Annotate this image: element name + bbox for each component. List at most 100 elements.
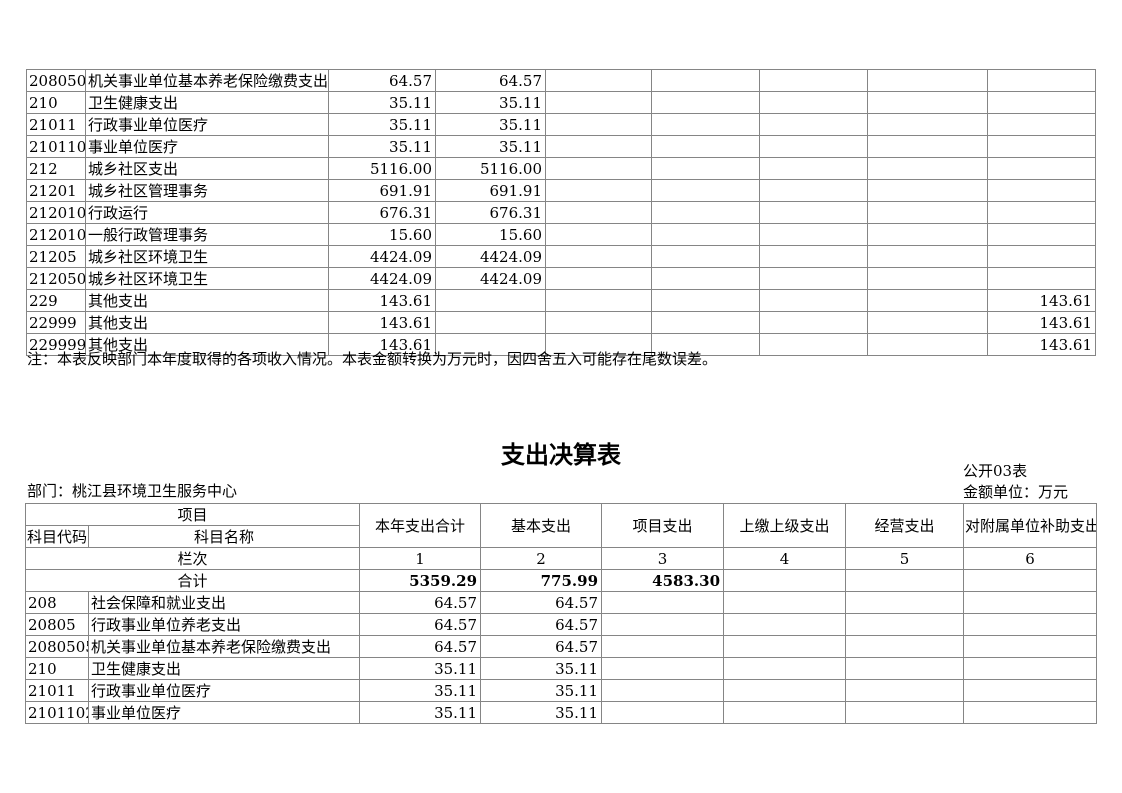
subject-name-cell: 社会保障和就业支出 [87,591,361,614]
amount-cell [867,135,988,158]
amount-cell [845,701,965,724]
amount-cell: 35.11 [359,679,482,702]
header-subject-code: 科目代码 [25,525,89,548]
amount-cell [601,701,725,724]
amount-cell [759,289,868,312]
amount-cell [601,679,725,702]
subject-name-cell: 事业单位医疗 [85,135,329,158]
colindex-cell: 6 [963,547,1098,570]
subject-name-cell: 行政运行 [85,201,329,224]
subject-name-cell: 机关事业单位基本养老保险缴费支出 [87,635,361,658]
note-text: 注：本表反映部门本年度取得的各项收入情况。本表金额转换为万元时，因四舍五入可能存… [27,350,718,368]
table-row: 21205 城乡社区环境卫生 4424.09 4424.09 [26,245,1096,268]
subject-name-cell: 卫生健康支出 [87,657,361,680]
amount-cell [867,179,988,202]
amount-cell [867,223,988,246]
amount-cell: 5116.00 [328,157,436,180]
total-amount-cell [963,569,1098,592]
amount-cell [601,657,725,680]
subject-name-cell: 一般行政管理事务 [85,223,329,246]
amount-cell [759,245,868,268]
table-row: 22999 其他支出 143.61 143.61 [26,311,1096,334]
amount-cell: 143.61 [328,333,436,356]
amount-cell: 35.11 [480,679,603,702]
amount-cell [545,157,652,180]
total-label-cell: 合计 [24,569,361,592]
subject-name-cell: 行政事业单位医疗 [87,679,361,702]
amount-cell [987,113,1096,136]
amount-cell [987,91,1096,114]
amount-cell [723,701,847,724]
amount-cell: 64.57 [435,69,546,92]
header-subject-name: 科目名称 [87,525,361,548]
subject-name-cell: 城乡社区支出 [85,157,329,180]
subject-code-cell: 208 [25,591,89,614]
amount-cell: 143.61 [328,311,436,334]
expense-table: 项目 本年支出合计 基本支出 项目支出 上缴上级支出 经营支出 对附属单位补助支… [24,503,1098,724]
subject-name-cell: 城乡社区管理事务 [85,179,329,202]
column-index-row: 栏次 1 2 3 4 5 6 [24,547,1098,570]
amount-cell [545,69,652,92]
amount-cell [545,289,652,312]
subject-code-cell: 210 [26,91,86,114]
subject-name-cell: 行政事业单位医疗 [85,113,329,136]
amount-cell [651,223,760,246]
header-operating-expense: 经营支出 [845,503,965,548]
subject-code-cell: 22999 [26,311,86,334]
header-basic-expense: 基本支出 [480,503,603,548]
table-row: 21011 行政事业单位医疗 35.11 35.11 [26,113,1096,136]
amount-cell [963,591,1098,614]
amount-cell: 15.60 [328,223,436,246]
amount-cell [759,267,868,290]
amount-cell [867,245,988,268]
table-row: 210 卫生健康支出 35.11 35.11 [26,91,1096,114]
page-title: 支出决算表 [501,440,621,469]
colindex-cell: 1 [359,547,482,570]
amount-cell [867,157,988,180]
table-code-label: 公开03表 [963,462,1028,480]
subject-code-cell: 229 [26,289,86,312]
amount-cell: 64.57 [328,69,436,92]
amount-cell: 35.11 [359,657,482,680]
amount-cell [545,245,652,268]
amount-cell: 143.61 [328,289,436,312]
amount-cell [601,635,725,658]
amount-cell [723,635,847,658]
subject-name-cell: 事业单位医疗 [87,701,361,724]
amount-cell: 691.91 [328,179,436,202]
colindex-cell: 4 [723,547,847,570]
amount-cell: 676.31 [435,201,546,224]
subject-code-cell: 2120102 [26,223,86,246]
amount-cell [867,91,988,114]
amount-cell [601,613,725,636]
amount-cell [845,613,965,636]
amount-cell [723,613,847,636]
subject-code-cell: 2101102 [26,135,86,158]
amount-cell [759,91,868,114]
total-amount-cell [845,569,965,592]
amount-cell [987,245,1096,268]
amount-cell [987,223,1096,246]
amount-cell [651,91,760,114]
table-row: 210 卫生健康支出 35.11 35.11 [25,657,1098,680]
amount-cell: 64.57 [359,613,482,636]
amount-cell [867,267,988,290]
amount-cell [601,591,725,614]
amount-cell [987,157,1096,180]
amount-cell [867,69,988,92]
amount-cell [759,311,868,334]
amount-cell: 4424.09 [435,267,546,290]
amount-cell: 35.11 [435,91,546,114]
amount-cell: 691.91 [435,179,546,202]
colindex-cell: 3 [601,547,725,570]
subject-code-cell: 21011 [26,113,86,136]
subject-name-cell: 其他支出 [85,311,329,334]
total-amount-cell: 5359.29 [359,569,482,592]
amount-cell [963,657,1098,680]
amount-cell: 676.31 [328,201,436,224]
header-total-expense: 本年支出合计 [359,503,482,548]
